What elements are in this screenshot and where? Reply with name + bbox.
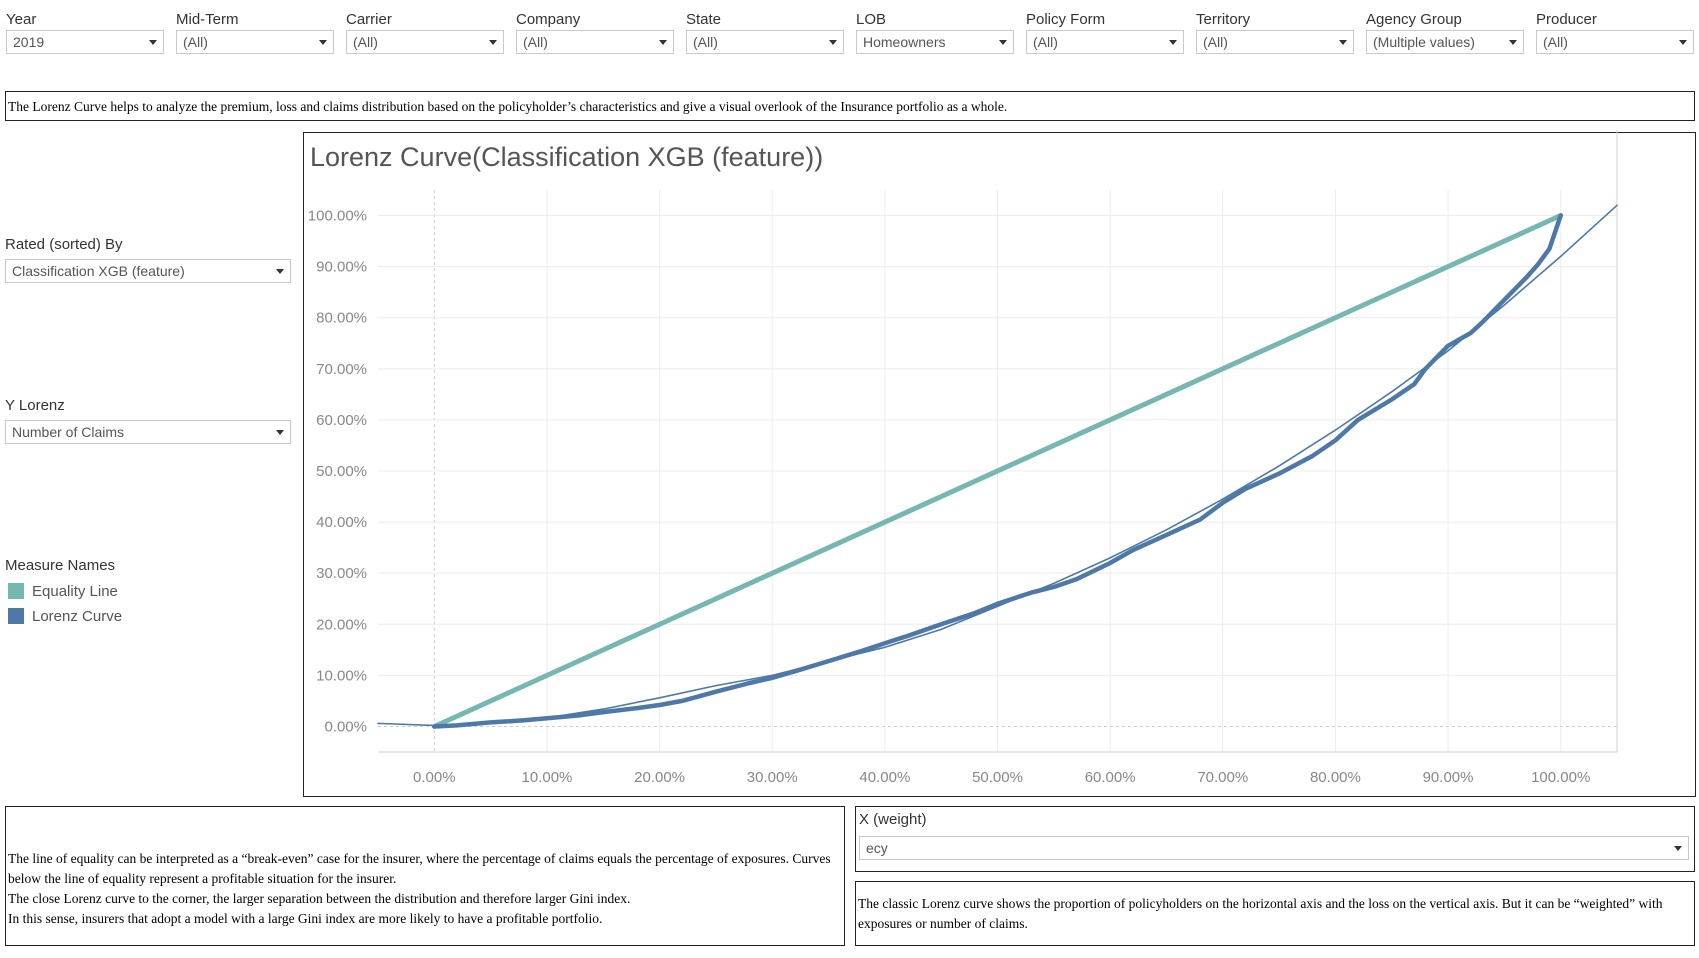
chevron-down-icon: [276, 269, 284, 274]
rated-by-label: Rated (sorted) By: [5, 236, 123, 253]
filter-state: State (All): [686, 10, 844, 54]
gini-explanation-box: The line of equality can be interpreted …: [5, 806, 845, 946]
filter-year: Year 2019: [6, 10, 164, 54]
filter-value: (All): [693, 34, 718, 50]
filter-dropdown[interactable]: 2019: [6, 30, 164, 54]
filter-label: Year: [6, 11, 37, 28]
x-weight-dropdown[interactable]: ecy: [859, 836, 1689, 860]
filter-value: (All): [1543, 34, 1568, 50]
filter-carrier: Carrier (All): [346, 10, 504, 54]
filter-agency-group: Agency Group (Multiple values): [1366, 10, 1524, 54]
y-lorenz-value: Number of Claims: [12, 424, 125, 440]
filter-value: (All): [183, 34, 208, 50]
filter-value: (All): [1203, 34, 1228, 50]
intro-text-box: The Lorenz Curve helps to analyze the pr…: [5, 91, 1695, 121]
chevron-down-icon: [1674, 846, 1682, 851]
filter-label: LOB: [856, 11, 887, 28]
filter-lob: LOB Homeowners: [856, 10, 1014, 54]
filter-value: (All): [1033, 34, 1058, 50]
legend-label: Equality Line: [32, 583, 118, 600]
filter-value: 2019: [13, 34, 45, 50]
chart-title: Lorenz Curve(Classification XGB (feature…: [310, 142, 824, 172]
legend-title: Measure Names: [5, 557, 116, 574]
chevron-down-icon: [659, 40, 667, 45]
legend-label: Lorenz Curve: [32, 608, 123, 625]
filter-label: State: [686, 11, 722, 28]
chevron-down-icon: [1679, 40, 1687, 45]
filter-mid-term: Mid-Term (All): [176, 10, 334, 54]
filter-dropdown[interactable]: Homeowners: [856, 30, 1014, 54]
y-lorenz-label: Y Lorenz: [5, 397, 65, 414]
filter-value: (Multiple values): [1373, 34, 1475, 50]
filter-dropdown[interactable]: (All): [1536, 30, 1694, 54]
filter-dropdown[interactable]: (All): [516, 30, 674, 54]
filter-label: Agency Group: [1366, 11, 1462, 28]
classic-lorenz-text: The classic Lorenz curve shows the propo…: [858, 896, 1663, 931]
filter-dropdown[interactable]: (All): [176, 30, 334, 54]
filter-value: (All): [523, 34, 548, 50]
chevron-down-icon: [319, 40, 327, 45]
filter-label: Mid-Term: [176, 11, 239, 28]
rated-by-dropdown[interactable]: Classification XGB (feature): [5, 259, 291, 283]
legend-item-equality-line[interactable]: Equality Line: [8, 583, 118, 601]
x-weight-label: X (weight): [859, 811, 927, 828]
legend-swatch: [8, 583, 24, 599]
chevron-down-icon: [149, 40, 157, 45]
filter-territory: Territory (All): [1196, 10, 1354, 54]
filter-dropdown[interactable]: (All): [1026, 30, 1184, 54]
filter-dropdown[interactable]: (Multiple values): [1366, 30, 1524, 54]
chart-frame: [303, 132, 1696, 797]
filter-label: Territory: [1196, 11, 1251, 28]
chevron-down-icon: [276, 430, 284, 435]
filter-company: Company (All): [516, 10, 674, 54]
x-weight-box: X (weight) ecy: [855, 806, 1695, 872]
filter-label: Policy Form: [1026, 11, 1106, 28]
legend-swatch: [8, 608, 24, 624]
chevron-down-icon: [1339, 40, 1347, 45]
x-weight-value: ecy: [866, 840, 888, 856]
chevron-down-icon: [1169, 40, 1177, 45]
filter-label: Producer: [1536, 11, 1597, 28]
chevron-down-icon: [1509, 40, 1517, 45]
filter-label: Company: [516, 11, 581, 28]
filter-dropdown[interactable]: (All): [686, 30, 844, 54]
filter-dropdown[interactable]: (All): [1196, 30, 1354, 54]
explanation-line-2: The close Lorenz curve to the corner, th…: [8, 891, 631, 906]
filter-producer: Producer (All): [1536, 10, 1694, 54]
classic-lorenz-box: The classic Lorenz curve shows the propo…: [855, 881, 1695, 946]
explanation-line-1: The line of equality can be interpreted …: [8, 851, 831, 886]
explanation-line-3: In this sense, insurers that adopt a mod…: [8, 911, 603, 926]
filter-label: Carrier: [346, 11, 392, 28]
intro-text: The Lorenz Curve helps to analyze the pr…: [8, 99, 1008, 114]
chevron-down-icon: [489, 40, 497, 45]
filter-dropdown[interactable]: (All): [346, 30, 504, 54]
chevron-down-icon: [829, 40, 837, 45]
rated-by-value: Classification XGB (feature): [12, 263, 185, 279]
chevron-down-icon: [999, 40, 1007, 45]
filter-value: Homeowners: [863, 34, 946, 50]
legend-item-lorenz-curve[interactable]: Lorenz Curve: [8, 608, 122, 626]
y-lorenz-dropdown[interactable]: Number of Claims: [5, 420, 291, 444]
filter-policy-form: Policy Form (All): [1026, 10, 1184, 54]
filter-value: (All): [353, 34, 378, 50]
